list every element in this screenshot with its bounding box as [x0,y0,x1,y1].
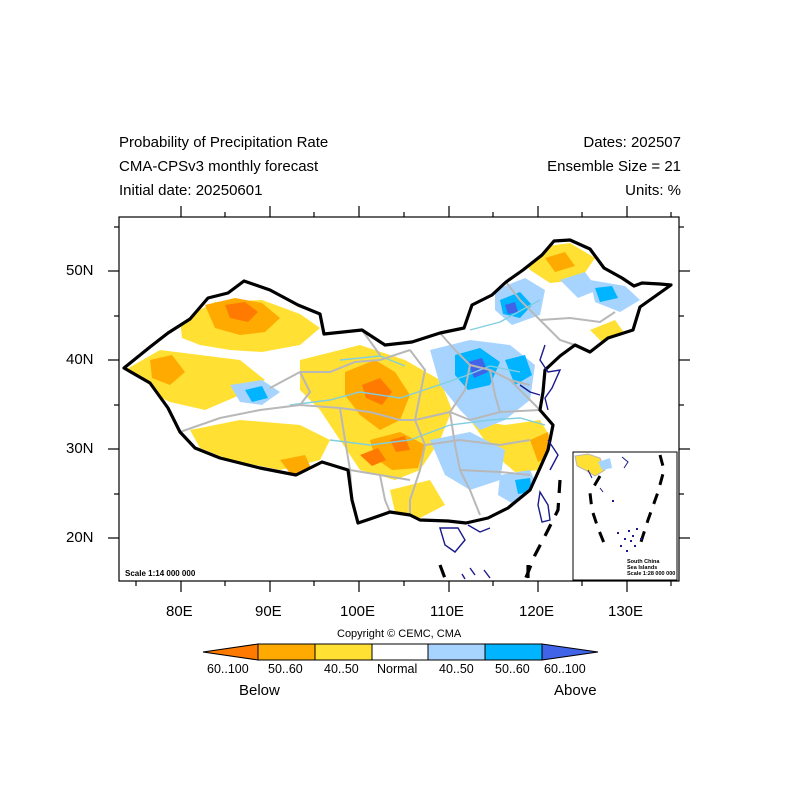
lon-tick-90e: 90E [255,603,282,620]
colorbar-label-above-50-60: 50..60 [495,662,530,676]
below-60-100-patches [225,302,410,466]
colorbar-above-50-60 [484,643,543,661]
title-line-2: CMA-CPSv3 monthly forecast [119,158,319,175]
colorbar-label-below-50-60: 50..60 [268,662,303,676]
colorbar-above-60-100 [541,643,599,661]
title-line-3: Initial date: 20250601 [119,182,263,199]
units-label: Units: % [625,182,681,199]
colorbar-label-below-60-100: 60..100 [207,662,249,676]
lon-tick-100e: 100E [340,603,376,620]
below-label: Below [239,682,280,699]
colorbar-normal [371,643,429,661]
lat-tick-50n: 50N [66,262,94,279]
ensemble-size-label: Ensemble Size = 21 [547,158,681,175]
colorbar-label-above-40-50: 40..50 [439,662,474,676]
main-scale-label: Scale 1:14 000 000 [125,569,196,578]
above-label: Above [554,682,597,699]
lon-tick-130e: 130E [608,603,644,620]
colorbar-below-50-60 [257,643,316,661]
colorbar-below-60-100 [202,643,259,661]
lon-tick-120e: 120E [519,603,555,620]
maritime-boundary [438,479,562,581]
lon-tick-80e: 80E [166,603,193,620]
inset-map [572,451,678,581]
copyright-text: Copyright © CEMC, CMA [337,628,462,640]
lat-tick-40n: 40N [66,351,94,368]
lat-tick-20n: 20N [66,529,94,546]
colorbar-below-40-50 [314,643,373,661]
colorbar [202,643,599,661]
dates-label: Dates: 202507 [583,134,681,151]
colorbar-above-40-50 [427,643,486,661]
title-line-1: Probability of Precipitation Rate [119,134,329,151]
colorbar-label-below-40-50: 40..50 [324,662,359,676]
national-boundary [122,238,673,525]
inset-scale-label: Scale 1:28 000 000 [627,571,676,577]
lon-tick-110e: 110E [430,603,464,620]
inset-title-line-1: South China [627,559,660,565]
colorbar-label-above-60-100: 60..100 [544,662,586,676]
coastline [439,344,562,580]
lat-tick-30n: 30N [66,440,94,457]
colorbar-label-normal: Normal [377,662,418,676]
province-boundaries [179,281,616,516]
axis-ticks [108,206,690,592]
inset-title-line-2: Sea Islands [627,565,658,571]
